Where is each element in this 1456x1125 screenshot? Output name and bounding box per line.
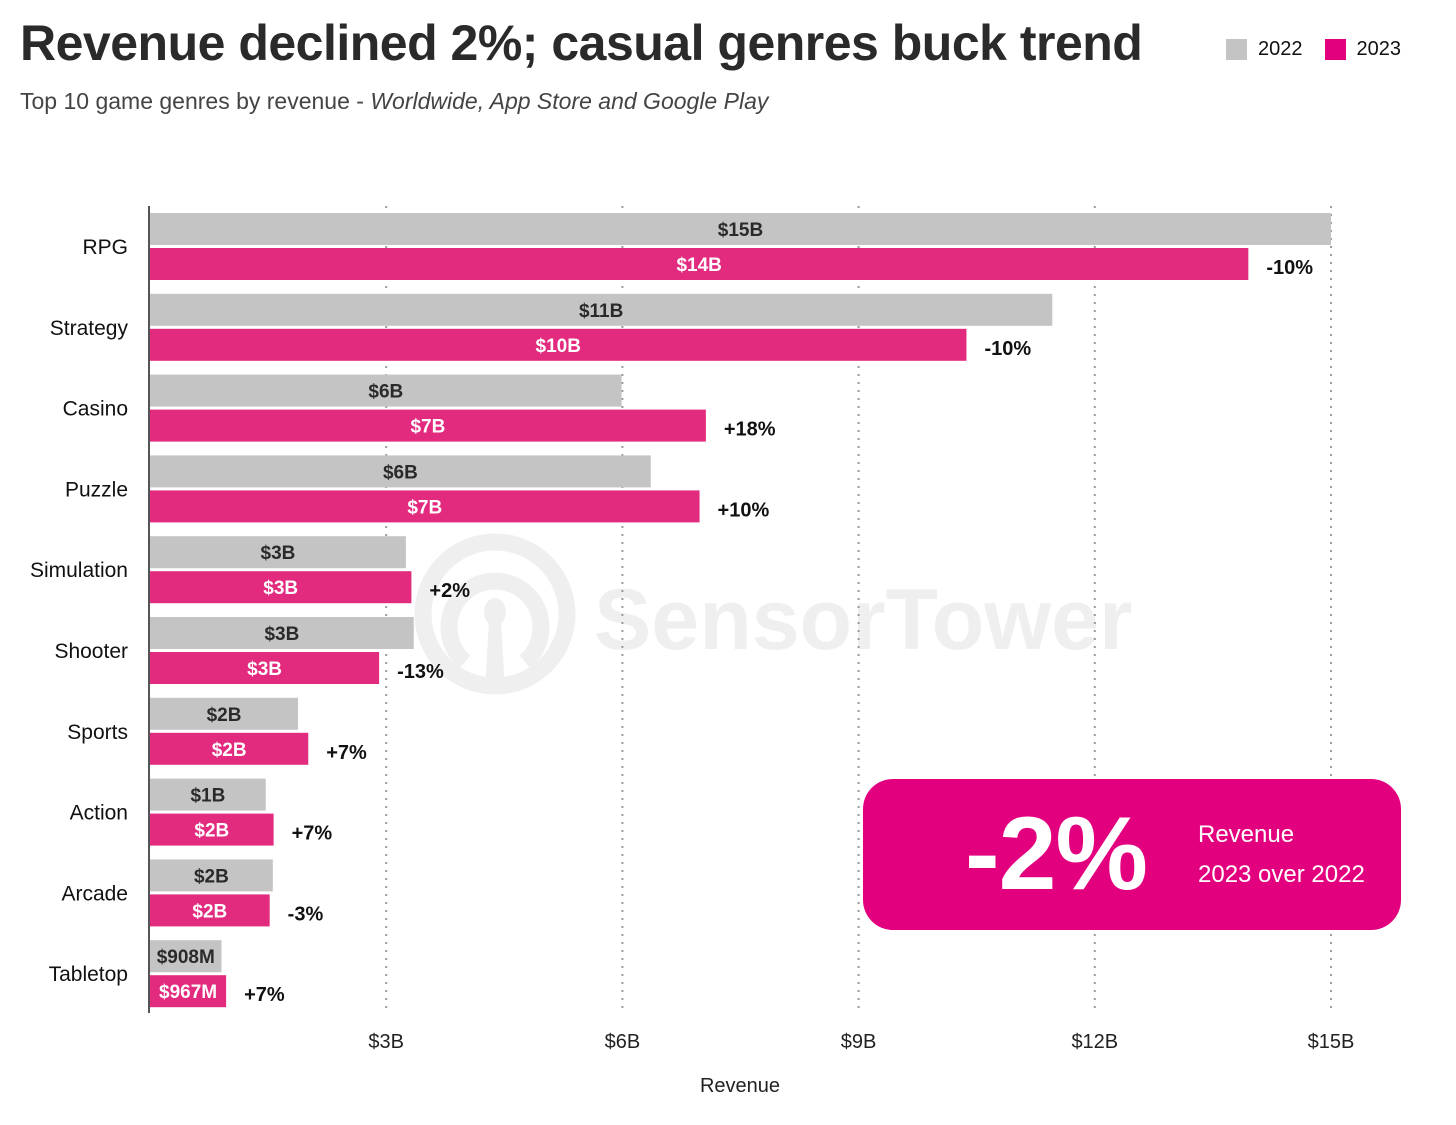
subtitle-plain: Top 10 game genres by revenue - bbox=[20, 88, 371, 114]
bar-value-label: $14B bbox=[676, 255, 721, 276]
sensortower-logo-mast bbox=[484, 598, 506, 690]
change-label: +7% bbox=[244, 984, 285, 1006]
bar-2022 bbox=[150, 617, 414, 649]
legend: 2022 2023 bbox=[1226, 38, 1401, 61]
bar-2022 bbox=[150, 536, 406, 569]
bar-2022 bbox=[150, 374, 622, 407]
change-label: -3% bbox=[288, 903, 324, 925]
bar-2022 bbox=[150, 455, 651, 488]
bar-2022 bbox=[150, 940, 222, 973]
bar-value-label: $2B bbox=[194, 821, 229, 842]
y-tick-label: Casino bbox=[63, 398, 128, 421]
y-tick-label: Sports bbox=[67, 721, 128, 744]
bar-value-label: $11B bbox=[579, 301, 623, 322]
bar-value-label: $2B bbox=[194, 866, 229, 887]
bar-value-label: $2B bbox=[192, 901, 227, 922]
change-label: +7% bbox=[326, 742, 367, 764]
legend-item-2023: 2023 bbox=[1324, 38, 1402, 61]
legend-swatch-2023 bbox=[1324, 39, 1346, 60]
callout-line1: Revenue bbox=[1198, 821, 1295, 848]
legend-label-2023: 2023 bbox=[1356, 38, 1402, 60]
legend-swatch-2022 bbox=[1226, 39, 1247, 60]
bar-2023 bbox=[150, 490, 700, 523]
callout-line2: 2023 over 2022 bbox=[1198, 861, 1365, 888]
x-tick-label: $15B bbox=[1308, 1031, 1355, 1053]
bar-2023 bbox=[150, 248, 1249, 280]
change-label: +2% bbox=[429, 580, 470, 602]
bar-value-label: $967M bbox=[159, 982, 217, 1003]
x-tick-label: $12B bbox=[1071, 1031, 1118, 1053]
bar-2022 bbox=[150, 293, 1053, 326]
bar-value-label: $2B bbox=[212, 740, 247, 761]
bar-2023 bbox=[150, 571, 412, 604]
y-tick-label: RPG bbox=[82, 236, 128, 259]
y-axis-labels: RPG Strategy Casino Puzzle Simulation Shooter… bbox=[30, 236, 129, 986]
bar-2022 bbox=[150, 859, 273, 892]
x-tick-label: $9B bbox=[841, 1031, 877, 1053]
y-tick-label: Action bbox=[70, 802, 128, 825]
y-tick-label: Simulation bbox=[30, 559, 128, 582]
bar-value-label: $2B bbox=[207, 705, 242, 726]
bar-value-label: $15B bbox=[718, 220, 763, 241]
bar-value-label: $6B bbox=[383, 462, 418, 483]
bar-value-label: $3B bbox=[247, 659, 282, 680]
chart-title: Revenue declined 2%; casual genres buck … bbox=[20, 15, 1143, 71]
y-tick-label: Strategy bbox=[50, 317, 129, 340]
x-tick-label: $6B bbox=[605, 1031, 641, 1053]
sensortower-watermark: SensorTower bbox=[414, 533, 1132, 695]
bar-value-label: $3B bbox=[264, 624, 299, 645]
y-tick-label: Tabletop bbox=[49, 963, 128, 986]
bar-2023 bbox=[150, 975, 227, 1008]
bar-value-label: $6B bbox=[368, 382, 403, 403]
callout-value: -2% bbox=[965, 796, 1148, 912]
change-label: +10% bbox=[718, 499, 770, 521]
bar-value-label: $1B bbox=[190, 786, 225, 807]
watermark-text: SensorTower bbox=[594, 572, 1132, 668]
summary-callout: -2% Revenue 2023 over 2022 bbox=[863, 779, 1401, 930]
bar-2023 bbox=[150, 328, 967, 361]
subtitle-italic: Worldwide, App Store and Google Play bbox=[370, 88, 769, 114]
bar-2022 bbox=[150, 697, 299, 730]
bar-2022 bbox=[150, 778, 266, 811]
bar-value-label: $3B bbox=[261, 543, 296, 564]
bar-2023 bbox=[150, 732, 309, 765]
y-tick-label: Shooter bbox=[54, 640, 128, 663]
bars: $15B $14B -10% $11B $10B -10% $6B $7B +18% $6B $7B… bbox=[150, 213, 1331, 1008]
chart-subtitle: Top 10 game genres by revenue - Worldwid… bbox=[20, 88, 768, 115]
bar-2023 bbox=[150, 409, 706, 442]
bar-value-label: $7B bbox=[407, 497, 442, 518]
bar-2022 bbox=[150, 213, 1331, 245]
x-tick-label: $3B bbox=[368, 1031, 404, 1053]
bar-2023 bbox=[150, 894, 270, 927]
bar-2023 bbox=[150, 652, 380, 684]
legend-label-2022: 2022 bbox=[1258, 38, 1303, 60]
change-label: +7% bbox=[292, 823, 333, 845]
bar-value-label: $3B bbox=[263, 578, 298, 599]
bar-value-label: $908M bbox=[157, 947, 215, 968]
bar-value-label: $7B bbox=[410, 417, 445, 438]
change-label: -10% bbox=[984, 338, 1031, 360]
bar-value-label: $10B bbox=[536, 336, 581, 357]
change-label: -13% bbox=[397, 661, 444, 683]
legend-item-2022: 2022 bbox=[1226, 38, 1303, 61]
x-axis-label: Revenue bbox=[700, 1075, 780, 1097]
x-axis-ticks: $3B $6B $9B $12B $15B bbox=[368, 1031, 1354, 1053]
bar-2023 bbox=[150, 813, 274, 846]
change-label: +18% bbox=[724, 419, 776, 441]
y-tick-label: Puzzle bbox=[65, 478, 128, 501]
change-label: -10% bbox=[1266, 257, 1313, 279]
y-tick-label: Arcade bbox=[61, 882, 128, 905]
